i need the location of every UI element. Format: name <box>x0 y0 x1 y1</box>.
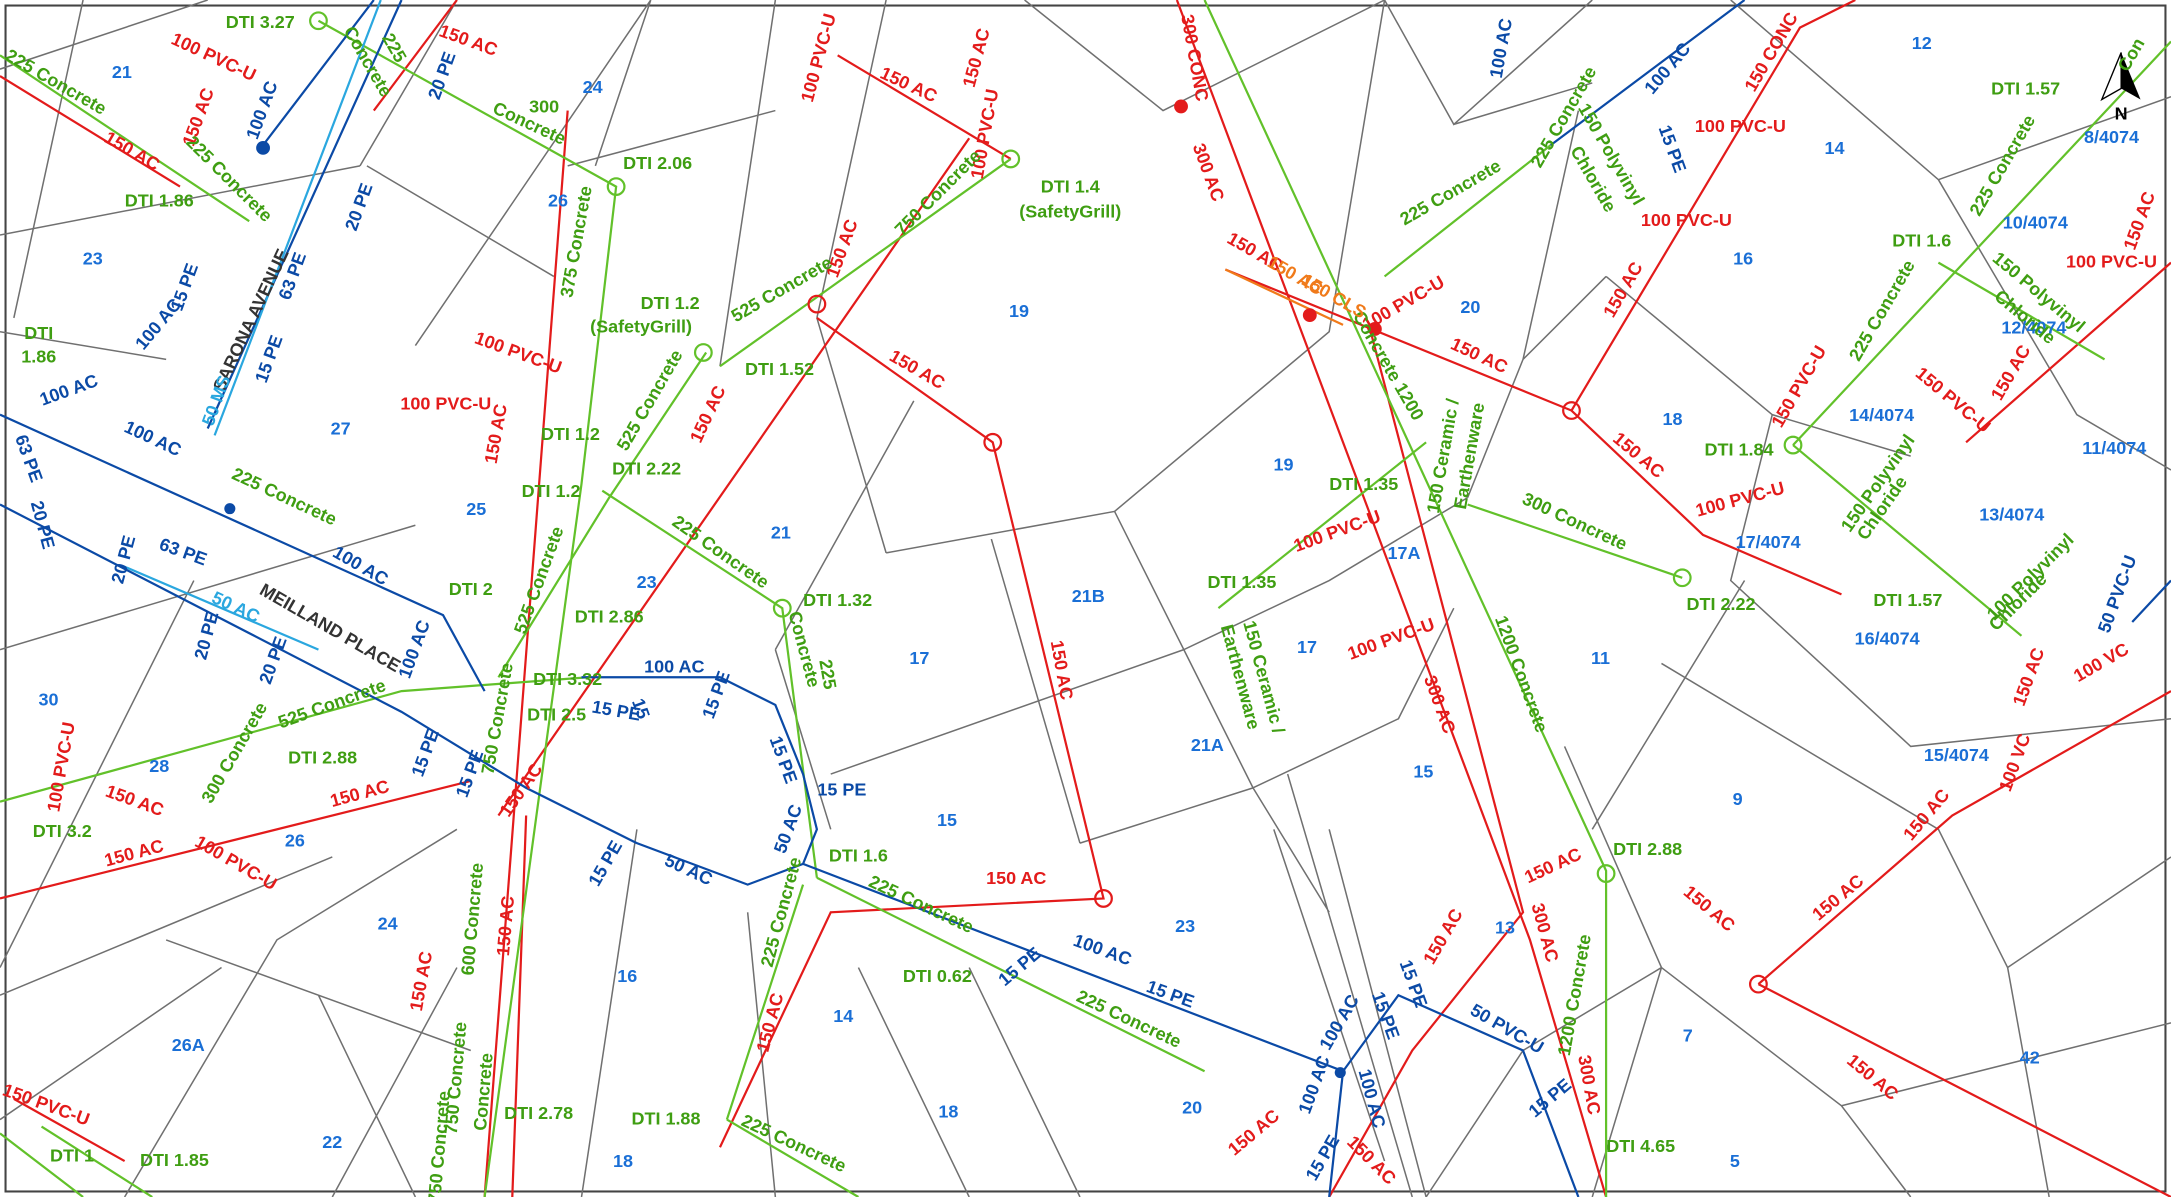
lot-number: 26 <box>285 831 305 851</box>
water-main-label: 100 PVC-U <box>2066 251 2157 271</box>
lot-number: 17 <box>1297 637 1317 657</box>
page: {"map":{ "north":"N", "streets":["SARONA… <box>0 0 2171 1197</box>
water-main-label: 100 PVC-U <box>1641 210 1732 230</box>
lot-number: 26A <box>172 1035 205 1055</box>
lot-number: 24 <box>378 913 398 933</box>
water-main-label: 150 AC <box>986 868 1046 888</box>
drain-label: DTI 0.62 <box>903 966 972 986</box>
lot-number: 13/4074 <box>1979 504 2044 524</box>
lot-number: 15 <box>1413 761 1433 781</box>
sewer-label: 100 AC <box>644 656 704 676</box>
utility-map: N 21 24 23 26 27 25 19 12 14 16 20 18 19 21 23 17A 21B 17… <box>0 0 2171 1197</box>
drain-label: DTI 1.35 <box>1329 474 1398 494</box>
lot-number: 5 <box>1730 1151 1740 1171</box>
lot-number: 19 <box>1009 301 1029 321</box>
drain-label: DTI 1.4 <box>1041 177 1100 197</box>
drain-label: DTI 1.35 <box>1207 572 1276 592</box>
drain-label: DTI 1.6 <box>829 846 888 866</box>
lot-number: 17A <box>1387 543 1420 563</box>
drain-label: DTI 1.2 <box>641 293 700 313</box>
drain-label: DTI 1 <box>50 1146 94 1166</box>
drain-label: DTI <box>24 323 53 343</box>
lot-number: 20 <box>1460 297 1480 317</box>
drain-label: DTI 1.84 <box>1705 439 1774 459</box>
lot-number: 14/4074 <box>1849 405 1914 425</box>
drain-label: 300 <box>529 97 559 117</box>
lot-number: 21 <box>112 62 132 82</box>
lot-number: 18 <box>1663 409 1683 429</box>
lot-number: 42 <box>2020 1048 2040 1068</box>
lot-number: 20 <box>1182 1097 1202 1117</box>
lot-number: 17/4074 <box>1736 532 1801 552</box>
lot-number: 13 <box>1495 918 1515 938</box>
drain-label: (SafetyGrill) <box>590 316 692 336</box>
drain-label: DTI 1.57 <box>1991 79 2060 99</box>
drain-label: DTI 2.06 <box>623 153 692 173</box>
north-label: N <box>2115 103 2128 123</box>
lot-number: 25 <box>466 499 486 519</box>
lot-number: 19 <box>1273 455 1293 475</box>
lot-number: 16/4074 <box>1855 629 1920 649</box>
lot-number: 15 <box>937 810 957 830</box>
drain-label: DTI 1.32 <box>803 590 872 610</box>
lot-number: 8/4074 <box>2084 127 2139 147</box>
lot-number: 23 <box>637 572 657 592</box>
drain-label: DTI 2.88 <box>1613 839 1682 859</box>
drain-label: DTI 3.2 <box>33 821 92 841</box>
lot-number: 23 <box>83 249 103 269</box>
lot-number: 12 <box>1912 33 1932 53</box>
lot-number: 11 <box>1591 648 1610 668</box>
drain-label: DTI 4.65 <box>1606 1136 1675 1156</box>
lot-number: 9 <box>1733 789 1743 809</box>
lot-number: 24 <box>583 77 603 97</box>
drain-label: DTI 1.2 <box>541 424 600 444</box>
drain-label: DTI 2.22 <box>612 459 681 479</box>
lot-number: 17 <box>909 648 929 668</box>
drain-label: DTI 2.86 <box>575 607 644 627</box>
drain-label: DTI 1.86 <box>125 191 194 211</box>
drain-label: DTI 1.85 <box>140 1150 209 1170</box>
lot-number: 23 <box>1175 916 1195 936</box>
water-main-label: 100 PVC-U <box>1695 116 1786 136</box>
drain-label: DTI 2.88 <box>288 748 357 768</box>
lot-number: 7 <box>1683 1025 1693 1045</box>
lot-number: 11/4074 <box>2082 438 2146 458</box>
lot-number: 15/4074 <box>1924 745 1989 765</box>
lot-number: 18 <box>938 1101 958 1121</box>
lot-number: 18 <box>613 1151 633 1171</box>
lot-number: 16 <box>617 966 637 986</box>
drain-label: DTI 2.78 <box>504 1103 573 1123</box>
drain-label: DTI 2.5 <box>527 705 586 725</box>
lot-number: 10/4074 <box>2003 213 2068 233</box>
drain-label: DTI 3.32 <box>533 669 602 689</box>
lot-number: 14 <box>833 1006 853 1026</box>
lot-number: 21B <box>1072 586 1105 606</box>
drain-label: (SafetyGrill) <box>1019 202 1121 222</box>
sewer-label: 15 PE <box>817 779 866 799</box>
lot-number: 27 <box>331 419 351 439</box>
drain-label: DTI 2.22 <box>1687 594 1756 614</box>
drain-label: DTI 2 <box>449 579 493 599</box>
lot-number: 26 <box>548 191 568 211</box>
lot-number: 30 <box>38 690 58 710</box>
drain-label: DTI 1.88 <box>631 1108 700 1128</box>
water-main-label: 100 PVC-U <box>400 394 491 414</box>
lot-number: 14 <box>1825 138 1845 158</box>
drain-label: 1.86 <box>21 347 56 367</box>
lot-number: 21A <box>1191 735 1224 755</box>
drain-label: DTI 1.2 <box>522 481 581 501</box>
lot-number: 21 <box>771 522 791 542</box>
lot-number: 28 <box>149 756 169 776</box>
drain-label: DTI 1.52 <box>745 359 814 379</box>
drain-label: DTI 1.57 <box>1873 590 1942 610</box>
drain-label: DTI 1.6 <box>1892 231 1951 251</box>
drain-label: DTI 3.27 <box>226 12 295 32</box>
lot-number: 16 <box>1733 249 1753 269</box>
lot-number: 22 <box>322 1132 342 1152</box>
